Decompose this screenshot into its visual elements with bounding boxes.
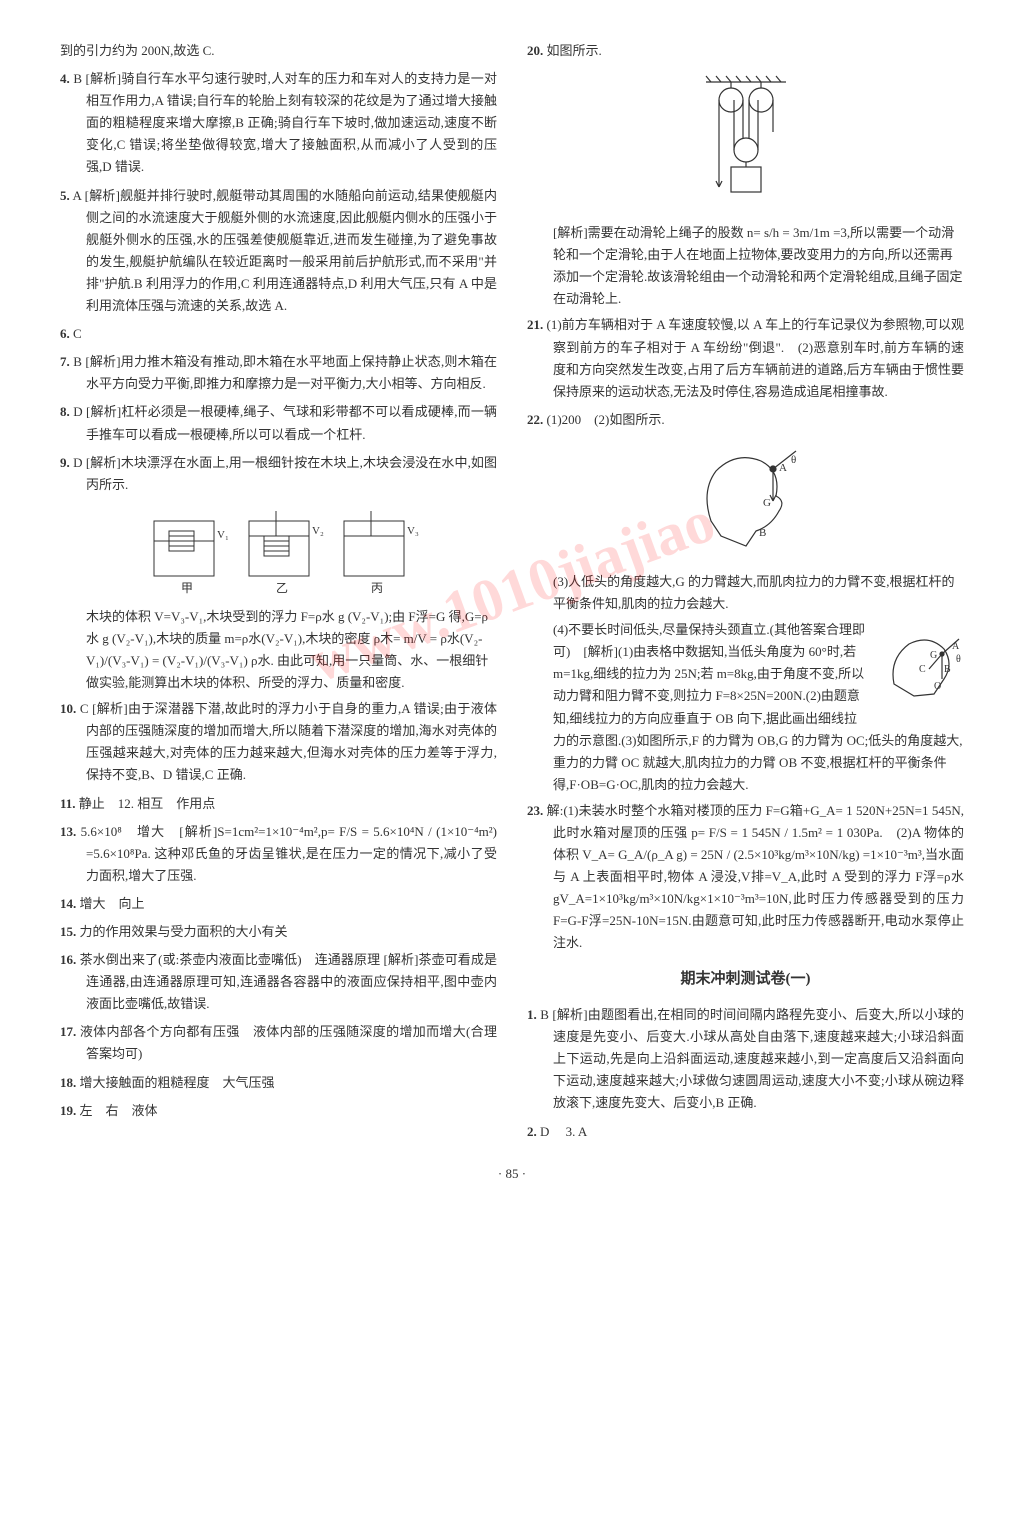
item-16: 16. 茶水倒出来了(或:茶壶内液面比壶嘴低) 连通器原理 [解析]茶壶可看成是… bbox=[60, 949, 497, 1015]
svg-text:θ: θ bbox=[791, 454, 796, 466]
item-22-4-wrap: A O C B G θ (4)不要长时间低头,尽量保持头颈直立.(其他答案合理即… bbox=[527, 619, 964, 800]
beakers-figure: V₁ V₂ V₃ 甲 乙 丙 bbox=[60, 506, 497, 596]
item-21: 21. (1)前方车辆相对于 A 车速度较慢,以 A 车上的行车记录仪为参照物,… bbox=[527, 314, 964, 402]
item-num: 23. bbox=[527, 803, 543, 818]
page-content: www.1010jiajiao 到的引力约为 200N,故选 C. 4. B [… bbox=[60, 40, 964, 1143]
explain: [解析]用力推木箱没有推动,即木箱在水平地面上保持静止状态,则木箱在水平方向受力… bbox=[85, 354, 497, 391]
item-num: 11. bbox=[60, 796, 76, 811]
item-num: 9. bbox=[60, 455, 70, 470]
ans: B bbox=[73, 354, 82, 369]
explain: [解析]舰艇并排行驶时,舰艇带动其周围的水随船向前运动,结果使舰艇内侧之间的水流… bbox=[85, 188, 497, 313]
svg-text:θ: θ bbox=[956, 654, 961, 665]
text: 解:(1)未装水时整个水箱对楼顶的压力 F=G箱+G_A= 1 520N+25N… bbox=[547, 803, 964, 951]
svg-text:丙: 丙 bbox=[371, 581, 383, 595]
svg-text:V₁: V₁ bbox=[217, 529, 229, 541]
text: 3. A bbox=[553, 1124, 588, 1139]
text: 茶水倒出来了(或:茶壶内液面比壶嘴低) 连通器原理 [解析]茶壶可看成是连通器,… bbox=[80, 952, 497, 1011]
svg-text:V₂: V₂ bbox=[312, 525, 324, 537]
item-7: 7. B [解析]用力推木箱没有推动,即木箱在水平地面上保持静止状态,则木箱在水… bbox=[60, 351, 497, 395]
final-2-3: 2. D 3. A bbox=[527, 1121, 964, 1143]
svg-text:B: B bbox=[944, 664, 951, 675]
svg-text:乙: 乙 bbox=[276, 581, 288, 595]
item-num: 2. bbox=[527, 1124, 537, 1139]
item-22-3: (3)人低头的角度越大,G 的力臂越大,而肌肉拉力的力臂不变,根据杠杆的平衡条件… bbox=[527, 571, 964, 615]
final-1: 1. B [解析]由题图看出,在相同的时间间隔内路程先变小、后变大,所以小球的速… bbox=[527, 1004, 964, 1114]
item-num: 5. bbox=[60, 188, 70, 203]
item-num: 14. bbox=[60, 896, 76, 911]
text: (1)前方车辆相对于 A 车速度较慢,以 A 车上的行车记录仪为参照物,可以观察… bbox=[547, 317, 964, 398]
item-15: 15. 力的作用效果与受力面积的大小有关 bbox=[60, 921, 497, 943]
ans: D bbox=[73, 404, 82, 419]
item-6: 6. C bbox=[60, 323, 497, 345]
section-title: 期末冲刺测试卷(一) bbox=[527, 967, 964, 993]
svg-text:甲: 甲 bbox=[181, 581, 193, 595]
text: 液体内部各个方向都有压强 液体内部的压强随深度的增加而增大(合理答案均可) bbox=[80, 1024, 497, 1061]
item-14: 14. 增大 向上 bbox=[60, 893, 497, 915]
item-9-cont: 木块的体积 V=V₃-V₁,木块受到的浮力 F=ρ水 g (V₂-V₁);由 F… bbox=[60, 606, 497, 694]
item-18: 18. 增大接触面的粗糙程度 大气压强 bbox=[60, 1072, 497, 1094]
text: 力的作用效果与受力面积的大小有关 bbox=[80, 924, 288, 939]
svg-text:V₃: V₃ bbox=[407, 525, 419, 537]
item-num: 6. bbox=[60, 326, 70, 341]
head-figure-2: A O C B G θ bbox=[874, 624, 964, 721]
item-num: 19. bbox=[60, 1103, 76, 1118]
item-20: 20. 如图所示. bbox=[527, 40, 964, 62]
item-4: 4. B [解析]骑自行车水平匀速行驶时,人对车的压力和车对人的支持力是一对相互… bbox=[60, 68, 497, 178]
ans: C bbox=[73, 326, 82, 341]
item-10: 10. C [解析]由于深潜器下潜,故此时的浮力小于自身的重力,A 错误;由于液… bbox=[60, 698, 497, 786]
ans: D bbox=[73, 455, 82, 470]
ans: C bbox=[80, 701, 89, 716]
item-num: 7. bbox=[60, 354, 70, 369]
ans: B bbox=[540, 1007, 549, 1022]
item-8: 8. D [解析]杠杆必须是一根硬棒,绳子、气球和彩带都不可以看成硬棒,而一辆手… bbox=[60, 401, 497, 445]
item-13: 13. 5.6×10⁸ 增大 [解析]S=1cm²=1×10⁻⁴m²,p= F/… bbox=[60, 821, 497, 887]
text: 如图所示. bbox=[547, 43, 602, 58]
item-num: 15. bbox=[60, 924, 76, 939]
head-figure-1: θ G B A bbox=[527, 441, 964, 561]
text: 增大接触面的粗糙程度 大气压强 bbox=[80, 1075, 275, 1090]
item-20-explain: [解析]需要在动滑轮上绳子的股数 n= s/h = 3m/1m =3,所以需要一… bbox=[527, 222, 964, 310]
text: 增大 向上 bbox=[80, 896, 145, 911]
svg-text:A: A bbox=[952, 641, 960, 652]
ans: A bbox=[73, 188, 82, 203]
item-3-tail: 到的引力约为 200N,故选 C. bbox=[60, 40, 497, 62]
explain: [解析]骑自行车水平匀速行驶时,人对车的压力和车对人的支持力是一对相互作用力,A… bbox=[86, 71, 497, 174]
text: 左 右 液体 bbox=[80, 1103, 158, 1118]
item-num: 18. bbox=[60, 1075, 76, 1090]
svg-text:A: A bbox=[779, 462, 787, 474]
explain: [解析]杠杆必须是一根硬棒,绳子、气球和彩带都不可以看成硬棒,而一辆手推车可以看… bbox=[86, 404, 497, 441]
item-num: 20. bbox=[527, 43, 543, 58]
item-22: 22. (1)200 (2)如图所示. bbox=[527, 409, 964, 431]
item-num: 4. bbox=[60, 71, 70, 86]
item-num: 8. bbox=[60, 404, 70, 419]
text: [解析]由题图看出,在相同的时间间隔内路程先变小、后变大,所以小球的速度是先变小… bbox=[552, 1007, 964, 1110]
pulley-figure bbox=[527, 72, 964, 212]
svg-text:G: G bbox=[930, 650, 937, 661]
item-23: 23. 解:(1)未装水时整个水箱对楼顶的压力 F=G箱+G_A= 1 520N… bbox=[527, 800, 964, 955]
item-11-12: 11. 静止 12. 相互 作用点 bbox=[60, 793, 497, 815]
item-num: 21. bbox=[527, 317, 543, 332]
ans: B bbox=[73, 71, 82, 86]
item-num: 1. bbox=[527, 1007, 537, 1022]
item-19: 19. 左 右 液体 bbox=[60, 1100, 497, 1122]
item-num: 10. bbox=[60, 701, 76, 716]
item-5: 5. A [解析]舰艇并排行驶时,舰艇带动其周围的水随船向前运动,结果使舰艇内侧… bbox=[60, 185, 497, 318]
svg-text:G: G bbox=[763, 497, 771, 509]
page-number: · 85 · bbox=[60, 1163, 964, 1185]
svg-text:B: B bbox=[759, 527, 766, 539]
text: 静止 12. 相互 作用点 bbox=[79, 796, 216, 811]
explain: [解析]木块漂浮在水面上,用一根细针按在木块上,木块会浸没在水中,如图丙所示. bbox=[86, 455, 497, 492]
ans: D bbox=[540, 1124, 549, 1139]
item-17: 17. 液体内部各个方向都有压强 液体内部的压强随深度的增加而增大(合理答案均可… bbox=[60, 1021, 497, 1065]
item-num: 17. bbox=[60, 1024, 76, 1039]
svg-text:C: C bbox=[919, 664, 926, 675]
text: 5.6×10⁸ 增大 [解析]S=1cm²=1×10⁻⁴m²,p= F/S = … bbox=[81, 824, 497, 883]
text: (1)200 (2)如图所示. bbox=[547, 412, 665, 427]
item-9: 9. D [解析]木块漂浮在水面上,用一根细针按在木块上,木块会浸没在水中,如图… bbox=[60, 452, 497, 496]
item-num: 22. bbox=[527, 412, 543, 427]
svg-text:O: O bbox=[934, 681, 941, 692]
item-num: 16. bbox=[60, 952, 76, 967]
explain: [解析]由于深潜器下潜,故此时的浮力小于自身的重力,A 错误;由于液体内部的压强… bbox=[86, 701, 497, 782]
item-num: 13. bbox=[60, 824, 76, 839]
